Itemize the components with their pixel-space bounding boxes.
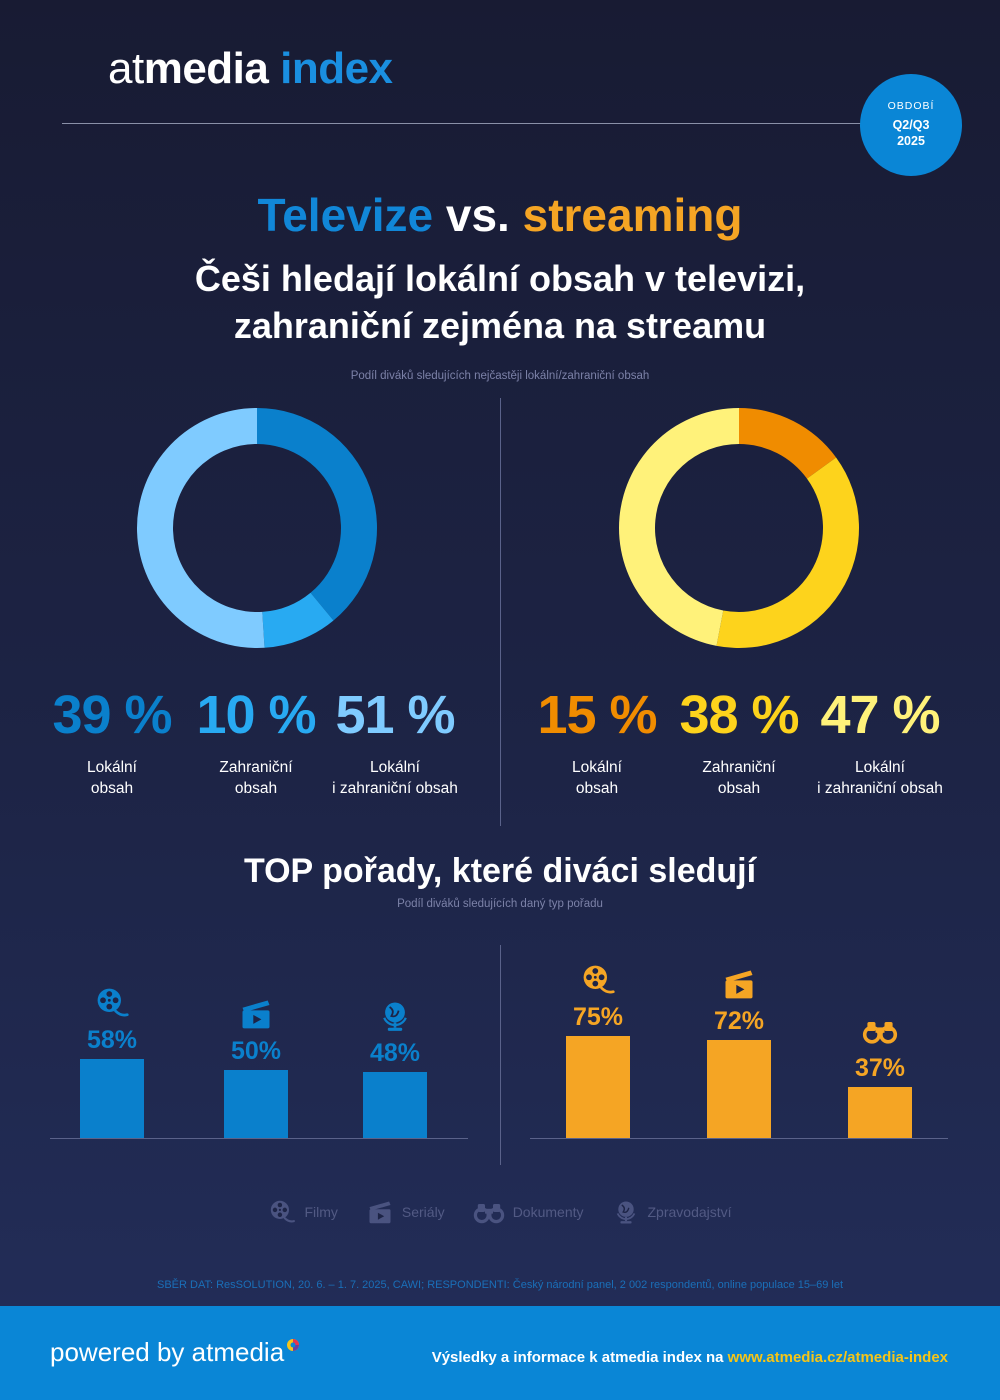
atmedia-logo: atmedia <box>191 1337 285 1367</box>
tv-bar-label-seriály: 50% <box>230 1036 282 1065</box>
title-streaming: streaming <box>522 189 743 241</box>
page-subtitle: Češi hledají lokální obsah v televizi, z… <box>0 256 1000 350</box>
binoculars-icon <box>820 1011 940 1051</box>
tv-bar-seriály <box>224 1069 288 1138</box>
period-badge: OBDOBÍ Q2/Q3 2025 <box>860 74 962 176</box>
st-bar-label-dokumenty: 37% <box>854 1054 906 1083</box>
globe-icon <box>335 996 455 1036</box>
tv-bar-baseline <box>50 1138 468 1139</box>
st-both-label: Lokální i zahraniční obsah <box>817 759 943 797</box>
st-bar-label-seriály: 72% <box>713 1006 765 1035</box>
tv-bar-label-zpravodajství: 48% <box>369 1039 421 1068</box>
st-both-value: 47 % <box>820 685 940 745</box>
globe-icon <box>612 1198 640 1226</box>
footer-bar <box>0 1306 1000 1400</box>
atmedia-logo-mark-icon <box>287 1339 300 1351</box>
tv-bar-filmy <box>80 1058 144 1138</box>
data-source-footnote: SBĚR DAT: ResSOLUTION, 20. 6. – 1. 7. 20… <box>156 1279 844 1291</box>
tv-both-value: 51 % <box>335 685 455 745</box>
clapper-icon <box>366 1198 394 1226</box>
donut-section-divider <box>500 398 501 826</box>
film-reel-icon <box>52 983 172 1023</box>
tv-local-value: 39 % <box>52 685 172 745</box>
tv-bar-zpravodajství <box>363 1072 427 1138</box>
title-televize: Televize <box>257 189 434 241</box>
st-local-value: 15 % <box>537 685 657 745</box>
period-value-year: 2025 <box>897 134 925 148</box>
tv-donut-slice-both <box>137 408 265 648</box>
binoculars-icon <box>473 1196 505 1228</box>
legend-item-dokumenty: Dokumenty <box>473 1196 584 1228</box>
footer-info: Výsledky a informace k atmedia index na … <box>431 1349 948 1366</box>
st-donut-slice-both <box>618 408 739 646</box>
st-bar-label-filmy: 75% <box>572 1002 624 1031</box>
period-label: OBDOBÍ <box>887 100 935 113</box>
tv-foreign-value: 10 % <box>196 685 316 745</box>
film-reel-icon <box>268 1198 296 1226</box>
atmedia-index-logo: atmedia index <box>108 44 393 93</box>
powered-by: powered by atmedia <box>50 1337 301 1368</box>
atmedia-index-link[interactable]: www.atmedia.cz/atmedia-index <box>727 1349 948 1366</box>
legend-item-filmy: Filmy <box>268 1196 338 1228</box>
tv-donut-slice-foreign <box>262 592 334 648</box>
page-title: Televize vs. streaming <box>0 188 1000 242</box>
subtitle-line-2: zahraniční zejména na streamu <box>233 304 767 346</box>
subtitle-line-1: Češi hledají lokální obsah v televizi, <box>194 258 806 299</box>
st-bar-seriály <box>707 1039 771 1138</box>
film-reel-icon <box>538 960 658 1000</box>
donut-caption: Podíl diváků sledujících nejčastěji loká… <box>350 370 650 382</box>
tv-donut-slice-local <box>257 408 377 621</box>
tv-local-label: Lokální obsah <box>87 759 137 797</box>
period-value-quarter: Q2/Q3 <box>892 118 930 133</box>
legend-item-zpravodajstvi: Zpravodajství <box>612 1196 732 1228</box>
bar-section-divider <box>500 945 501 1165</box>
tv-bar-label-filmy: 58% <box>86 1025 138 1054</box>
top-shows-caption: Podíl diváků sledujících daný typ pořadu <box>397 898 603 910</box>
st-donut-slice-local <box>739 408 837 479</box>
header-divider <box>62 123 862 124</box>
st-foreign-label: Zahraniční obsah <box>702 759 776 797</box>
legend: Filmy Seriály Dokumenty Zpravodajství <box>0 1196 1000 1228</box>
st-donut-slice-foreign <box>716 457 860 648</box>
title-vs: vs. <box>433 189 523 241</box>
tv-foreign-label: Zahraniční obsah <box>219 759 293 797</box>
st-local-label: Lokální obsah <box>572 759 622 797</box>
clapper-icon <box>679 964 799 1004</box>
tv-both-label: Lokální i zahraniční obsah <box>332 759 458 797</box>
streaming-donut-chart <box>618 408 860 648</box>
clapper-icon <box>196 994 316 1034</box>
tv-donut-chart <box>137 408 377 648</box>
st-bar-filmy <box>566 1035 630 1138</box>
st-foreign-value: 38 % <box>679 685 799 745</box>
legend-item-serialy: Seriály <box>366 1196 445 1228</box>
st-bar-dokumenty <box>848 1087 912 1138</box>
top-shows-title: TOP pořady, které diváci sledují <box>243 852 757 890</box>
st-bar-baseline <box>530 1138 948 1139</box>
